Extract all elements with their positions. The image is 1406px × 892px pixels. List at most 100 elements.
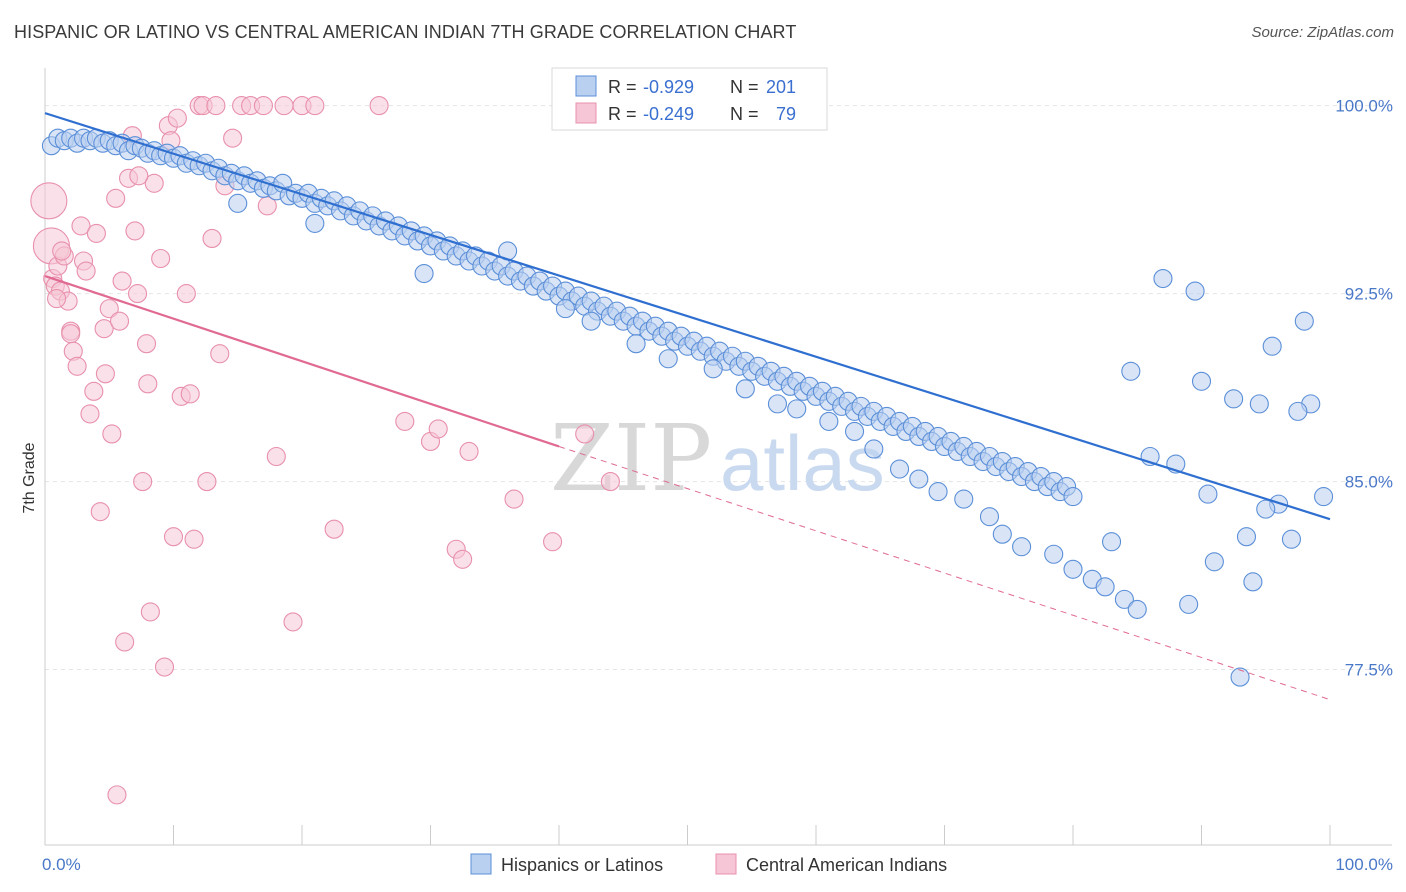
y-tick-label-1: 92.5% [1345, 285, 1393, 304]
bottom-legend-label-central-american: Central American Indians [746, 855, 947, 875]
blue-point-203 [1281, 529, 1301, 549]
pink-point-11 [71, 216, 91, 236]
blue-point-204 [1243, 572, 1263, 592]
blue-point-205 [1230, 667, 1250, 687]
blue-point-201 [1179, 594, 1199, 614]
blue-point-190 [1191, 371, 1212, 391]
blue-point-159 [1063, 487, 1083, 507]
blue-point-188 [1185, 281, 1205, 301]
pink-point-26 [127, 284, 148, 304]
legend-swatch-blue [575, 75, 597, 97]
blue-point-185 [1095, 577, 1115, 597]
pink-point-38 [184, 529, 204, 549]
blue-point-168 [703, 359, 723, 379]
blue-point-161 [305, 213, 325, 233]
pink-point-67 [600, 472, 620, 492]
pink-point-74 [52, 241, 72, 261]
pink-point-73 [61, 324, 81, 344]
legend: R = -0.929 N = 201 R = -0.249 N = 79 [551, 67, 828, 131]
blue-point-191 [1224, 389, 1244, 409]
blue-point-180 [992, 524, 1012, 544]
blue-point-175 [889, 459, 910, 479]
pink-point-21 [106, 188, 126, 208]
blue-point-171 [787, 399, 807, 419]
blue-point-183 [1063, 559, 1083, 579]
legend-n-value-1: 201 [766, 77, 796, 97]
pink-point-31 [151, 248, 171, 269]
pink-point-78 [112, 271, 132, 291]
pink-point-34 [163, 527, 184, 547]
pink-point-32 [154, 657, 175, 677]
pink-point-66 [575, 424, 595, 444]
pink-point-22 [109, 311, 130, 331]
pink-point-53 [283, 612, 303, 632]
blue-point-162 [414, 263, 434, 284]
blue-point-170 [767, 394, 788, 414]
pink-point-49 [253, 96, 274, 116]
blue-point-186 [1114, 589, 1134, 609]
blue-point-178 [954, 489, 974, 509]
blue-point-169 [735, 379, 755, 399]
pink-point-14 [80, 404, 100, 424]
trend-line-hispanics [44, 112, 1331, 521]
blue-point-181 [1012, 537, 1032, 557]
blue-point-177 [928, 482, 948, 502]
legend-swatch-pink [575, 102, 597, 124]
blue-point-176 [909, 469, 929, 489]
trend-line-central-american-extension [558, 445, 1331, 701]
chart-title: HISPANIC OR LATINO VS CENTRAL AMERICAN I… [14, 22, 797, 42]
y-axis-label: 7th Grade [21, 442, 38, 513]
pink-point-77 [95, 364, 115, 384]
pink-point-65 [543, 532, 563, 552]
series-hispanics-or-latinos [41, 128, 1334, 687]
pink-point-56 [324, 519, 344, 539]
pink-point-25 [125, 221, 145, 241]
pink-point-10 [67, 356, 87, 376]
pink-point-52 [274, 96, 294, 116]
legend-n-label-2: N = [730, 104, 759, 124]
pink-point-62 [453, 549, 473, 569]
blue-point-202 [1256, 499, 1276, 519]
y-tick-label-3: 77.5% [1345, 661, 1393, 680]
blue-point-164 [555, 299, 575, 319]
pink-point-35 [167, 108, 187, 128]
blue-point-189 [1153, 268, 1173, 289]
pink-point-0 [30, 182, 68, 220]
blue-point-179 [979, 507, 1000, 527]
trend-line-central-american [44, 274, 560, 448]
series-central-american-indians [30, 96, 620, 805]
axes [44, 68, 1392, 846]
pink-point-63 [459, 441, 479, 462]
blue-point-197 [1288, 401, 1308, 421]
y-tick-label-2: 85.0% [1345, 473, 1393, 492]
pink-point-60 [428, 419, 448, 439]
pink-point-13 [76, 261, 96, 281]
pink-point-43 [206, 96, 226, 116]
pink-point-42 [202, 228, 222, 248]
y-tick-labels: 100.0% 92.5% 85.0% 77.5% [1335, 97, 1393, 680]
blue-point-166 [626, 334, 646, 354]
y-tick-label-0: 100.0% [1335, 97, 1393, 116]
pink-point-48 [210, 344, 230, 364]
blue-point-173 [844, 421, 865, 441]
watermark-zip: ZIP [550, 405, 712, 512]
pink-point-41 [197, 472, 217, 492]
pink-point-19 [99, 299, 119, 319]
pink-point-28 [136, 334, 157, 354]
blue-point-210 [1102, 532, 1122, 552]
blue-point-196 [1314, 487, 1334, 507]
pink-point-20 [102, 424, 122, 444]
pink-point-58 [395, 411, 415, 431]
blue-point-187 [1127, 599, 1147, 619]
blue-point-199 [1236, 527, 1257, 547]
pink-point-37 [176, 284, 196, 304]
pink-point-23 [115, 632, 135, 652]
pink-point-30 [144, 173, 164, 193]
blue-point-193 [1262, 336, 1282, 356]
pink-point-71 [138, 374, 158, 394]
bottom-legend: Hispanics or Latinos Central American In… [470, 853, 947, 875]
blue-point-194 [1294, 311, 1314, 331]
blue-point-206 [1198, 484, 1218, 504]
blue-point-192 [1249, 394, 1269, 414]
pink-point-68 [107, 785, 127, 805]
